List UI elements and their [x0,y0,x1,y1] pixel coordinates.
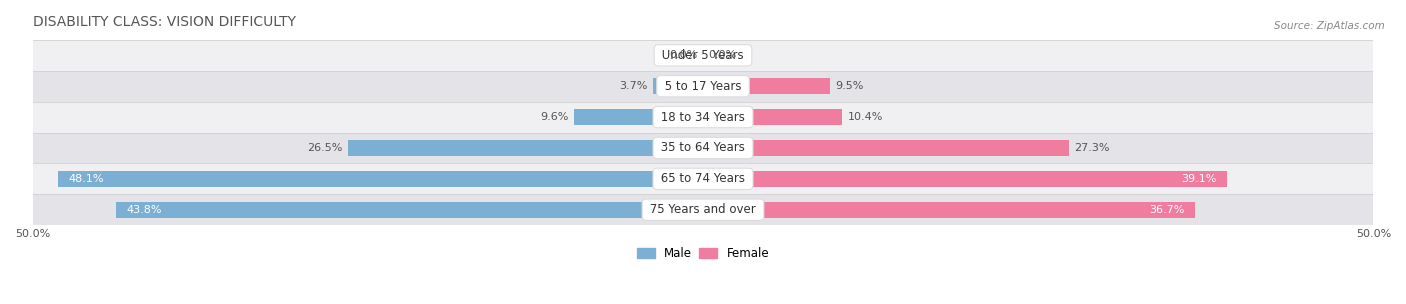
Text: 43.8%: 43.8% [127,205,162,215]
Text: 0.0%: 0.0% [709,50,737,60]
Text: 48.1%: 48.1% [69,174,104,184]
Text: 0.0%: 0.0% [669,50,697,60]
Bar [32,102,1374,133]
Text: Under 5 Years: Under 5 Years [658,49,748,62]
Bar [32,71,1374,102]
Bar [32,40,1374,71]
Bar [574,109,703,125]
Bar [703,109,842,125]
Bar [115,202,703,218]
Text: 65 to 74 Years: 65 to 74 Years [657,172,749,185]
Bar [703,140,1069,156]
Text: Source: ZipAtlas.com: Source: ZipAtlas.com [1274,21,1385,31]
Text: 26.5%: 26.5% [307,143,342,153]
Text: 3.7%: 3.7% [620,81,648,91]
Legend: Male, Female: Male, Female [637,247,769,260]
Bar [347,140,703,156]
Text: 9.5%: 9.5% [835,81,865,91]
Bar [58,171,703,187]
Text: 10.4%: 10.4% [848,112,883,122]
Bar [32,133,1374,164]
Bar [32,164,1374,194]
Text: 27.3%: 27.3% [1074,143,1109,153]
Bar [32,194,1374,225]
Text: 18 to 34 Years: 18 to 34 Years [657,111,749,124]
Bar [703,171,1227,187]
Bar [654,78,703,94]
Text: 5 to 17 Years: 5 to 17 Years [661,80,745,93]
Bar [703,202,1195,218]
Text: 9.6%: 9.6% [540,112,569,122]
Text: DISABILITY CLASS: VISION DIFFICULTY: DISABILITY CLASS: VISION DIFFICULTY [32,15,295,29]
Bar [703,78,831,94]
Text: 36.7%: 36.7% [1149,205,1184,215]
Text: 39.1%: 39.1% [1181,174,1216,184]
Text: 75 Years and over: 75 Years and over [647,203,759,216]
Text: 35 to 64 Years: 35 to 64 Years [657,141,749,154]
